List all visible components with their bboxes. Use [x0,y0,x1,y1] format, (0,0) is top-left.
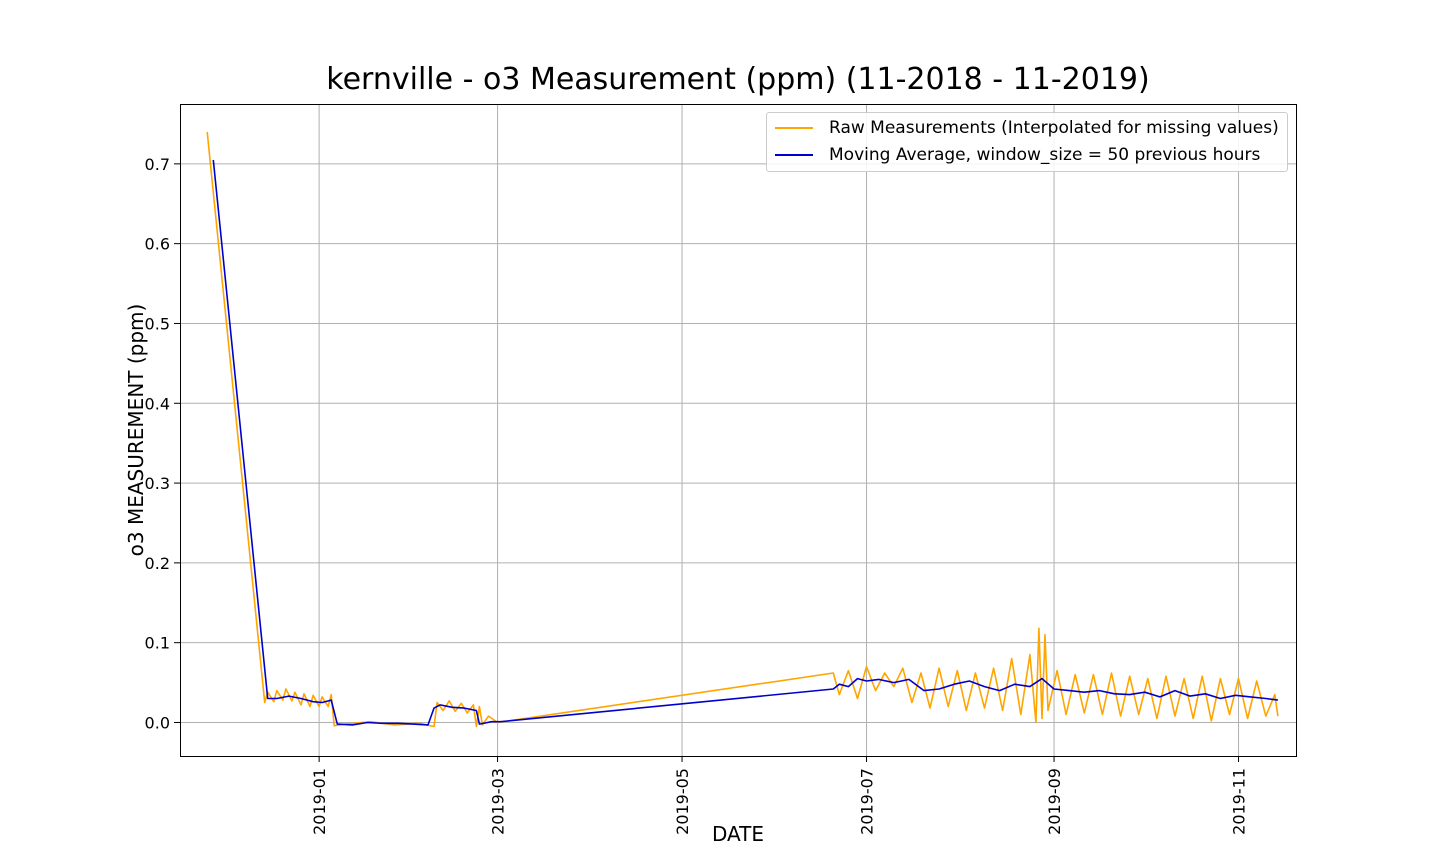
legend-swatch-raw [775,127,813,129]
series-line-avg [212,159,1279,726]
legend-label-raw: Raw Measurements (Interpolated for missi… [829,118,1279,138]
x-tick-label: 2019-01 [310,768,329,835]
y-tick-label: 0.3 [145,474,170,493]
legend-item-avg: Moving Average, window_size = 50 previou… [775,143,1260,167]
chart-title: kernville - o3 Measurement (ppm) (11-201… [326,62,1150,97]
x-tick-label: 2019-09 [1045,768,1064,835]
legend-label-avg: Moving Average, window_size = 50 previou… [829,145,1261,165]
legend-item-raw: Raw Measurements (Interpolated for missi… [775,116,1279,140]
y-axis-label: o3 MEASUREMENT (ppm) [124,303,148,557]
x-tick-label: 2019-07 [858,768,877,835]
x-tick-label: 2019-11 [1230,768,1249,835]
series-layer [206,131,1279,728]
y-tick-label: 0.6 [145,235,170,254]
y-tick-label: 0.4 [145,394,170,413]
tick-layer: 0.0 0.1 0.2 0.3 0.4 0.5 0.6 0.7 2019-01 2019-03 20… [145,155,1249,835]
series-line-raw [206,131,1279,728]
y-tick-label: 0.1 [145,634,170,653]
legend-swatch-avg [775,154,813,156]
grid-layer [180,104,1296,756]
y-tick-label: 0.0 [145,713,170,732]
legend: Raw Measurements (Interpolated for missi… [766,112,1288,172]
y-tick-label: 0.7 [145,155,170,174]
axes-frame [180,104,1297,757]
x-tick-label: 2019-03 [489,768,508,835]
y-tick-label: 0.2 [145,554,170,573]
y-tick-label: 0.5 [145,314,170,333]
x-axis-label: DATE [711,822,765,846]
x-tick-label: 2019-05 [673,768,692,835]
